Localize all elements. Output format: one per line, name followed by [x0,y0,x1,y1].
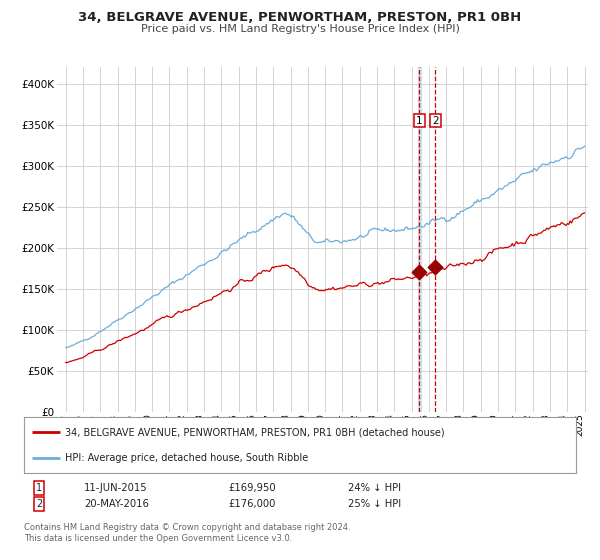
Text: 1: 1 [36,483,42,493]
Point [415,268,424,277]
Point [431,263,440,272]
Text: £176,000: £176,000 [228,499,275,509]
Text: 34, BELGRAVE AVENUE, PENWORTHAM, PRESTON, PR1 0BH: 34, BELGRAVE AVENUE, PENWORTHAM, PRESTON… [79,11,521,24]
Text: 2: 2 [36,499,42,509]
Text: £169,950: £169,950 [228,483,275,493]
Text: Price paid vs. HM Land Registry's House Price Index (HPI): Price paid vs. HM Land Registry's House … [140,24,460,34]
Text: 25% ↓ HPI: 25% ↓ HPI [348,499,401,509]
Text: 24% ↓ HPI: 24% ↓ HPI [348,483,401,493]
Text: Contains HM Land Registry data © Crown copyright and database right 2024.: Contains HM Land Registry data © Crown c… [24,523,350,532]
Text: This data is licensed under the Open Government Licence v3.0.: This data is licensed under the Open Gov… [24,534,292,543]
Text: 2: 2 [432,115,439,125]
Text: HPI: Average price, detached house, South Ribble: HPI: Average price, detached house, Sout… [65,453,308,463]
Text: 34, BELGRAVE AVENUE, PENWORTHAM, PRESTON, PR1 0BH (detached house): 34, BELGRAVE AVENUE, PENWORTHAM, PRESTON… [65,427,445,437]
Text: 20-MAY-2016: 20-MAY-2016 [84,499,149,509]
Text: 1: 1 [416,115,422,125]
Text: 11-JUN-2015: 11-JUN-2015 [84,483,148,493]
Bar [418,67,421,412]
